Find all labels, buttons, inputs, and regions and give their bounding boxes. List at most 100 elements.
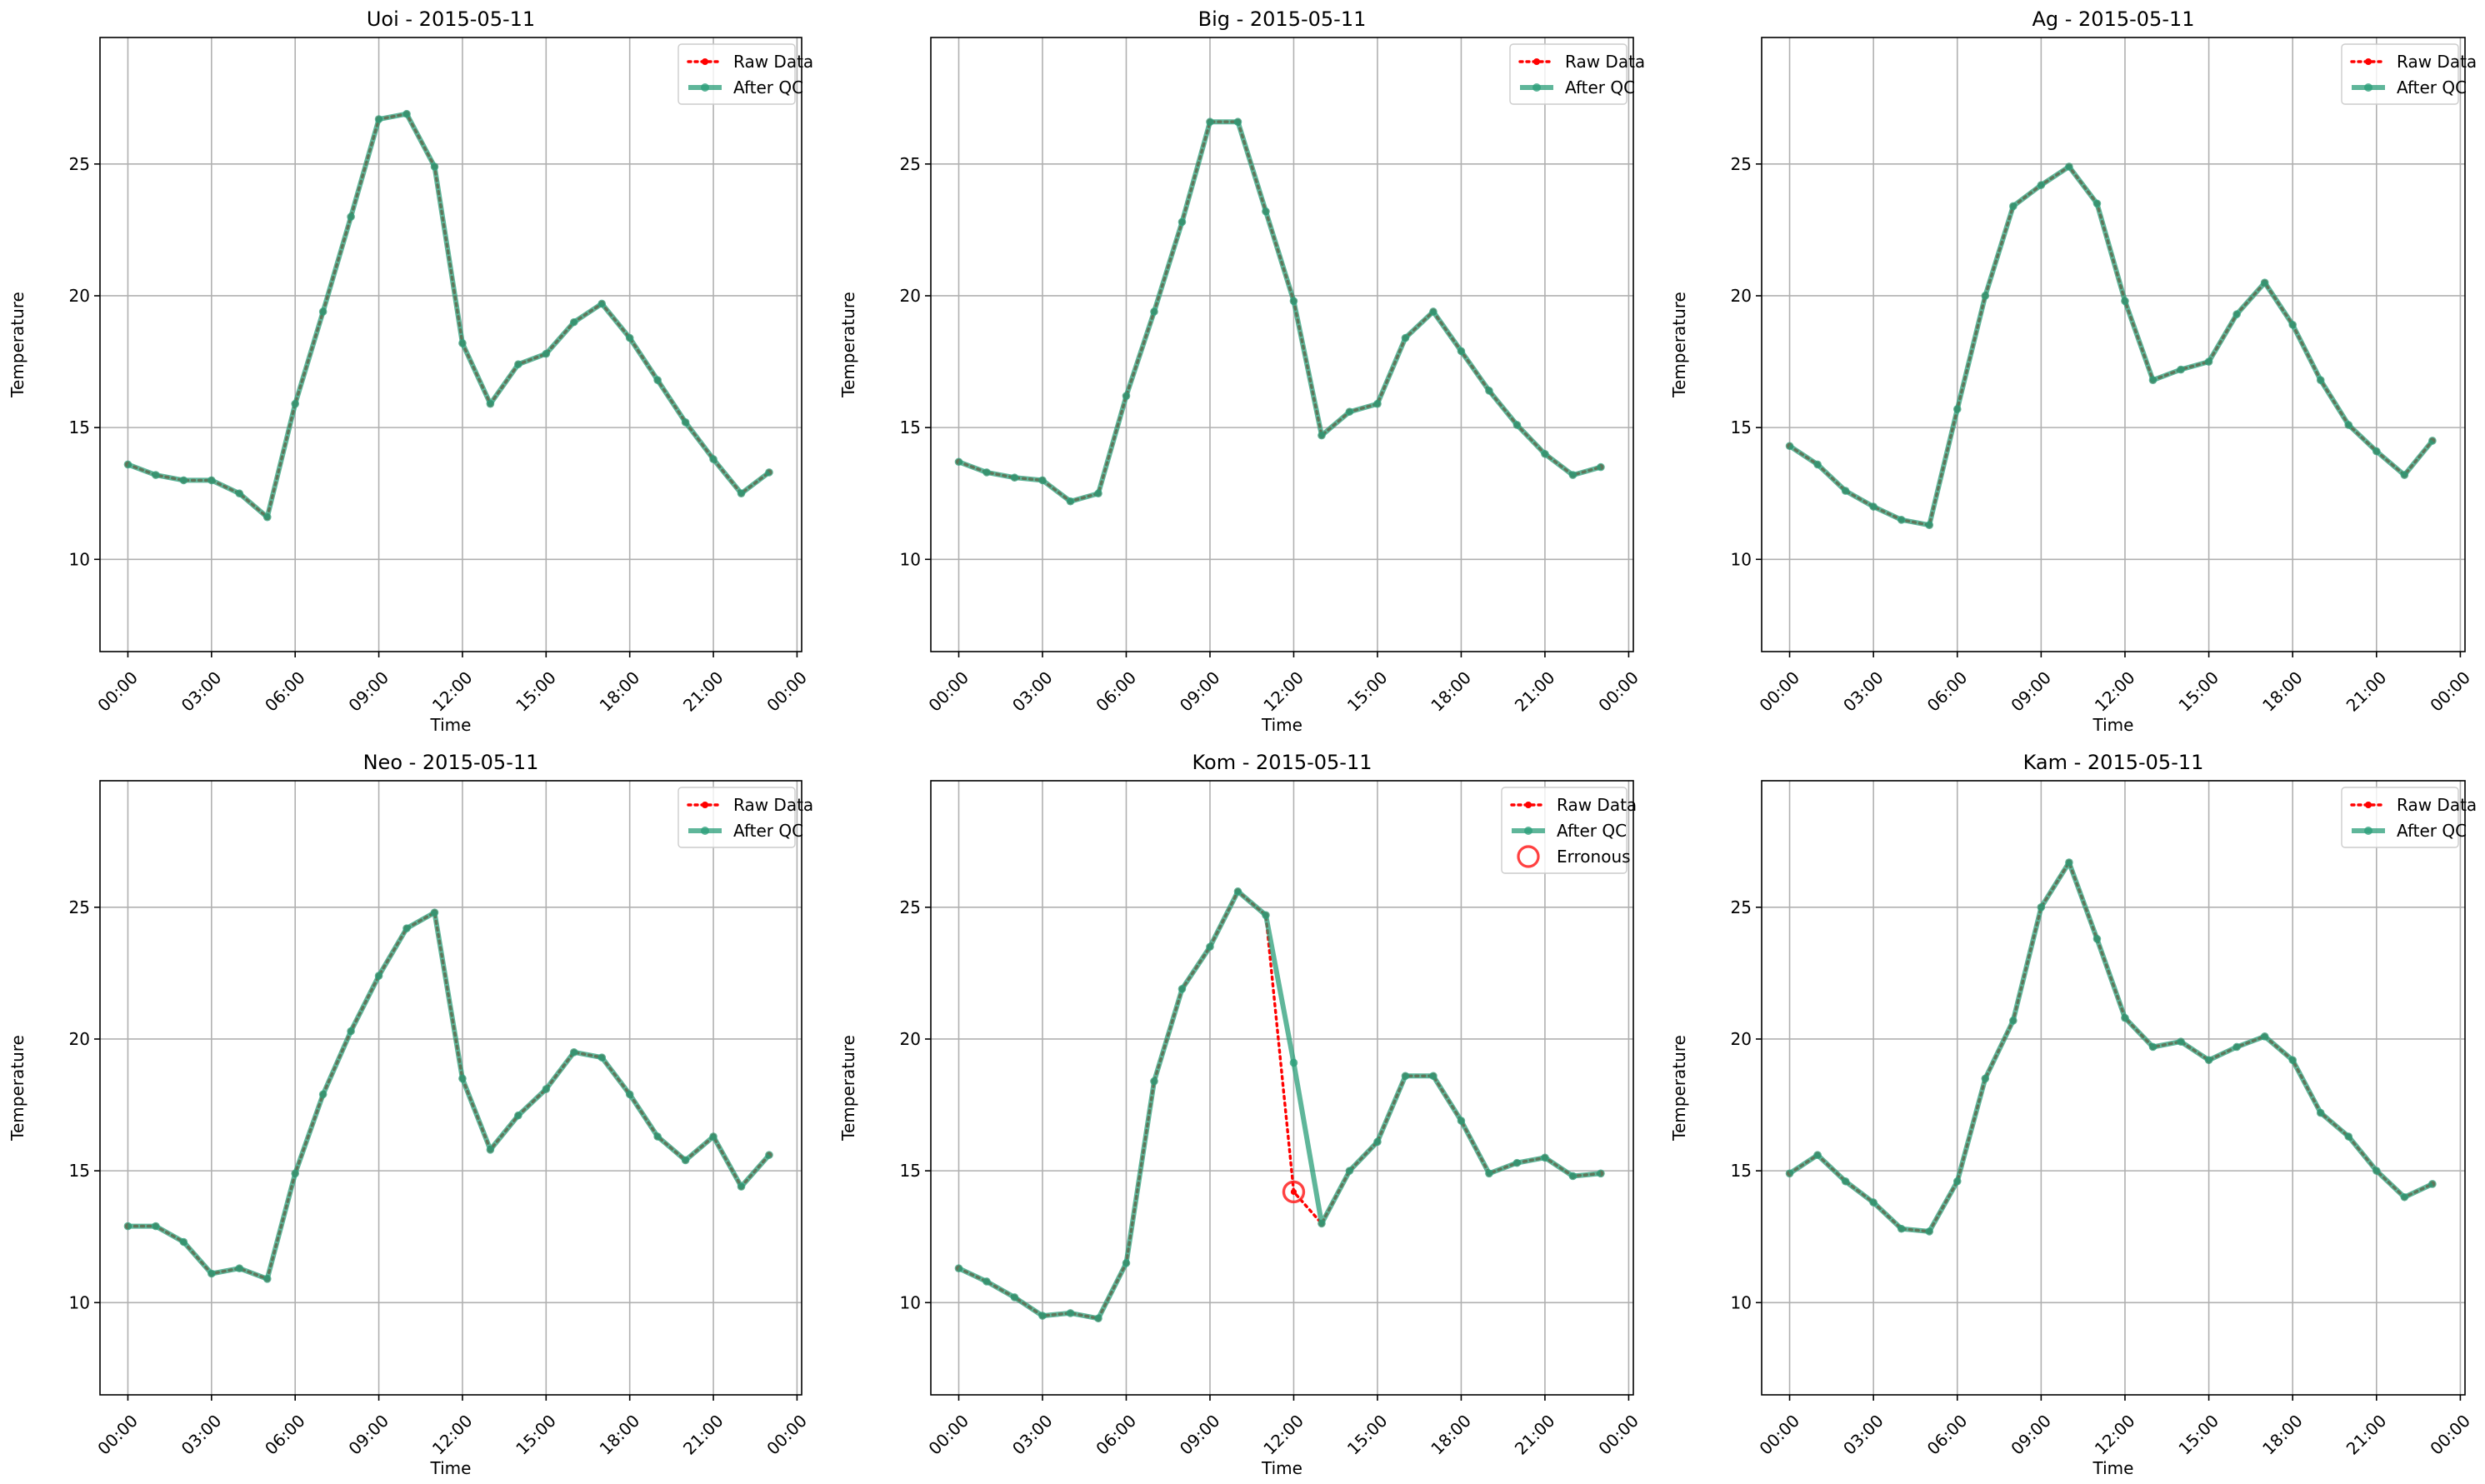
legend-marker-raw-data	[702, 58, 708, 65]
x-tick-label: 03:00	[1839, 1411, 1888, 1459]
point-after-qc	[179, 476, 188, 485]
point-after-qc	[2092, 199, 2102, 208]
point-after-qc	[486, 399, 495, 408]
point-after-qc	[1345, 407, 1354, 416]
point-after-qc	[625, 1090, 634, 1099]
y-tick-label: 20	[69, 1029, 90, 1049]
point-after-qc	[1981, 292, 1990, 300]
series-after-qc	[954, 117, 1605, 506]
point-after-qc	[1541, 1153, 1549, 1162]
line-raw-data	[1788, 861, 2434, 1233]
point-after-qc	[1094, 1314, 1102, 1323]
x-tick-label: 00:00	[924, 667, 972, 716]
x-tick-label: 03:00	[178, 667, 226, 716]
legend-box	[1501, 787, 1628, 874]
series-after-qc	[1785, 162, 2437, 529]
point-after-qc	[2009, 1017, 2018, 1025]
point-after-qc	[1925, 1227, 1934, 1236]
x-axis-label: Time	[2092, 715, 2134, 735]
point-after-qc	[262, 512, 272, 522]
x-tick-label: 00:00	[93, 1411, 142, 1459]
erroneous-marker	[1282, 1180, 1306, 1204]
x-tick-label: 00:00	[2426, 1411, 2474, 1459]
legend: Raw Data After QC	[678, 787, 813, 848]
y-tick-label: 15	[69, 1161, 90, 1181]
point-after-qc	[1094, 489, 1102, 498]
point-after-qc	[1541, 449, 1549, 458]
point-after-qc	[2092, 934, 2102, 943]
point-after-qc	[2037, 903, 2046, 912]
point-after-qc	[123, 1222, 132, 1231]
point-after-qc	[2177, 1037, 2185, 1046]
x-tick-label: 12:00	[428, 667, 477, 716]
point-after-qc	[1345, 1167, 1354, 1175]
point-after-qc	[2316, 1108, 2325, 1117]
axes-frame	[99, 37, 802, 652]
series-after-qc	[954, 887, 1605, 1323]
point-after-qc	[1429, 307, 1438, 316]
x-tick-label: 00:00	[1755, 1411, 1803, 1459]
point-after-qc	[208, 1269, 216, 1278]
x-tick-label: 09:00	[2007, 667, 2055, 716]
x-tick-label: 00:00	[762, 1411, 811, 1459]
x-tick-label: 15:00	[2174, 1411, 2222, 1459]
series-raw-data	[1786, 859, 2436, 1235]
point-after-qc	[2009, 202, 2018, 211]
legend: Raw Data After QC	[1509, 43, 1645, 105]
grid	[100, 37, 802, 652]
point-after-qc	[402, 109, 411, 118]
line-after-qc	[128, 910, 772, 1282]
x-tick-label: 18:00	[1427, 667, 1475, 716]
y-tick-label: 15	[1731, 417, 1752, 437]
legend-marker-after-qc	[701, 83, 709, 92]
x-axis-label: Time	[1261, 1458, 1302, 1478]
y-tick-label: 25	[1731, 154, 1752, 174]
chart-panel: 00:00 03:00 06:00 09:00 12:00 15:00 18:00 21:00…	[1669, 751, 2477, 1478]
y-axis-label: Temperature	[1669, 292, 1689, 398]
legend-label: After QC	[1565, 77, 1635, 97]
point-after-qc	[1289, 1058, 1298, 1067]
legend-marker-raw-data	[2365, 802, 2372, 808]
axes-frame	[1761, 37, 2466, 652]
chart-panel: 00:00 03:00 06:00 09:00 12:00 15:00 18:00 21:00…	[8, 751, 813, 1478]
point-after-qc	[1206, 117, 1214, 127]
chart-title: Neo - 2015-05-11	[363, 751, 539, 774]
point-after-qc	[1066, 497, 1075, 506]
point-after-qc	[430, 908, 439, 917]
point-after-qc	[208, 476, 216, 485]
line-raw-data	[957, 120, 1602, 503]
point-after-qc	[402, 924, 411, 932]
point-after-qc	[1262, 911, 1270, 920]
point-after-qc	[1897, 1224, 1906, 1233]
point-after-qc	[1150, 307, 1158, 316]
point-after-qc	[1262, 207, 1270, 216]
y-axis-label: Temperature	[838, 292, 858, 398]
point-after-qc	[1568, 471, 1578, 479]
chart-title: Kom - 2015-05-11	[1192, 751, 1372, 774]
x-tick-label: 18:00	[596, 1411, 644, 1459]
point-after-qc	[1485, 387, 1493, 395]
y-axis-label: Temperature	[1669, 1035, 1689, 1142]
point-after-qc	[1512, 421, 1522, 429]
point-after-qc	[1429, 1072, 1438, 1081]
point-after-qc	[1869, 1198, 1878, 1207]
x-tick-label: 00:00	[93, 667, 142, 716]
point-after-qc	[765, 1151, 773, 1159]
series-after-qc	[123, 109, 773, 522]
legend-marker-raw-data	[2365, 58, 2372, 65]
y-axis-label: Temperature	[8, 1035, 28, 1142]
series-raw-data	[955, 118, 1604, 505]
point-after-qc	[1813, 1151, 1822, 1159]
legend-marker-raw-data	[702, 802, 708, 808]
point-after-qc	[1925, 521, 1934, 529]
point-after-qc	[2260, 1032, 2269, 1041]
x-tick-label: 12:00	[1259, 1411, 1308, 1459]
point-after-qc	[2372, 1167, 2381, 1175]
x-tick-label: 15:00	[512, 667, 560, 716]
legend-label: Raw Data	[2397, 52, 2477, 72]
point-after-qc	[625, 333, 634, 342]
point-after-qc	[2260, 278, 2269, 287]
point-after-qc	[1038, 476, 1047, 485]
y-tick-label: 10	[69, 549, 90, 569]
